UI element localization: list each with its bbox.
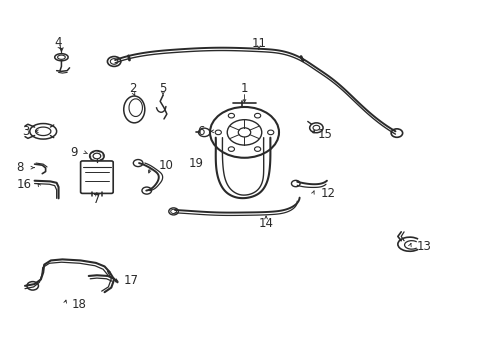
Text: 5: 5 bbox=[159, 82, 166, 95]
Text: 18: 18 bbox=[72, 298, 87, 311]
Text: 3: 3 bbox=[22, 125, 30, 138]
Text: 1: 1 bbox=[240, 82, 248, 95]
Text: 13: 13 bbox=[416, 240, 431, 253]
Text: 9: 9 bbox=[70, 146, 78, 159]
Text: 11: 11 bbox=[251, 37, 266, 50]
Text: 17: 17 bbox=[123, 274, 139, 287]
Text: 2: 2 bbox=[129, 82, 137, 95]
Text: 6: 6 bbox=[197, 125, 204, 138]
Text: 8: 8 bbox=[17, 161, 24, 174]
Text: 4: 4 bbox=[55, 36, 62, 49]
Text: 7: 7 bbox=[93, 193, 101, 206]
Text: 12: 12 bbox=[320, 187, 335, 200]
Text: 10: 10 bbox=[158, 159, 173, 172]
FancyBboxPatch shape bbox=[81, 161, 113, 193]
Text: 16: 16 bbox=[16, 178, 31, 191]
Text: 19: 19 bbox=[188, 157, 203, 170]
Text: 15: 15 bbox=[317, 129, 332, 141]
Text: 14: 14 bbox=[258, 217, 273, 230]
